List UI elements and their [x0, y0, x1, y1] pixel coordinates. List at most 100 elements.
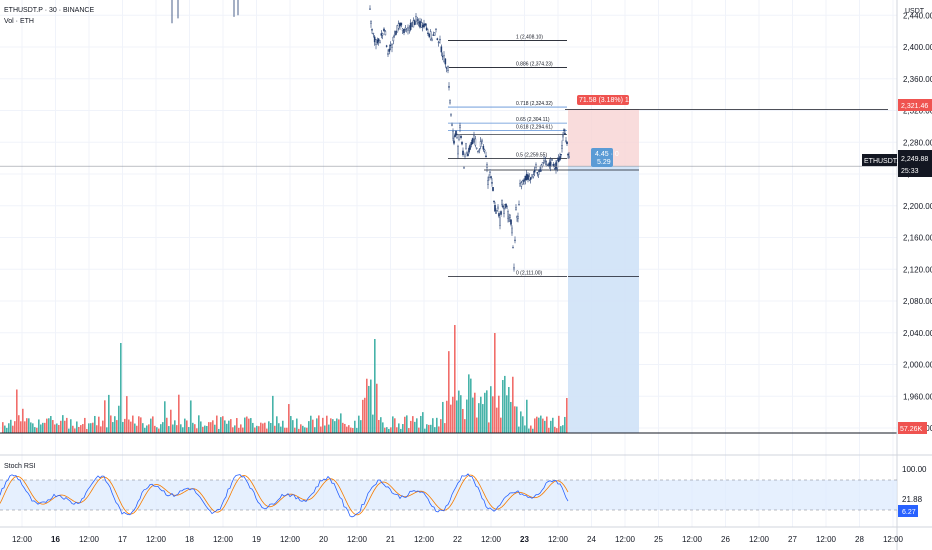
- candle-body: [443, 54, 445, 63]
- candle-body: [417, 22, 420, 24]
- fib-level-label: 0.618 (2,294.61): [516, 125, 553, 131]
- candle-body: [566, 141, 568, 145]
- volume-bar: [170, 409, 172, 433]
- volume-bar: [150, 418, 152, 433]
- take-profit-zone[interactable]: [568, 166, 639, 433]
- volume-bar: [84, 417, 86, 433]
- volume-bar: [220, 417, 222, 433]
- volume-bar: [34, 427, 36, 433]
- volume-bar: [468, 374, 470, 433]
- volume-bar: [250, 418, 252, 433]
- volume-bar: [394, 418, 396, 433]
- price-tick-label: 2,440.00: [903, 11, 932, 20]
- candle-body: [460, 135, 462, 138]
- volume-bar: [524, 425, 526, 433]
- volume-bar: [460, 395, 462, 433]
- volume-bar: [318, 415, 320, 433]
- fib-level-label: 0.886 (2,374.23): [516, 61, 553, 67]
- candle-body: [487, 180, 489, 185]
- volume-bar: [264, 422, 266, 433]
- volume-bar: [240, 424, 242, 433]
- volume-bar: [124, 418, 126, 433]
- candle-body: [465, 143, 467, 149]
- volume-bar: [72, 425, 74, 433]
- candle-body: [408, 28, 411, 31]
- volume-bar: [74, 428, 76, 433]
- time-tick-label: 25: [654, 535, 663, 544]
- candle-body: [510, 219, 512, 225]
- candle-body: [370, 21, 372, 24]
- time-tick-label: 12:00: [12, 535, 33, 544]
- candle-body: [427, 32, 429, 35]
- time-tick-label: 12:00: [414, 535, 435, 544]
- candle-body: [469, 145, 471, 150]
- volume-bar: [476, 417, 478, 433]
- candle-body: [413, 20, 416, 25]
- candle-body: [404, 27, 407, 30]
- candle-body: [557, 157, 560, 162]
- volume-bar: [414, 421, 416, 433]
- volume-badge-value: 57.26K: [900, 426, 923, 433]
- volume-bar: [424, 428, 426, 433]
- volume-bar: [208, 422, 210, 433]
- volume-bar: [350, 427, 352, 433]
- time-tick-label: 19: [252, 535, 261, 544]
- fib-level-label: 0.718 (2,324.32): [516, 101, 553, 107]
- volume-bar: [492, 396, 494, 433]
- countdown-value: 25:33: [901, 168, 919, 175]
- volume-bar: [272, 395, 274, 433]
- volume-bar: [12, 425, 14, 433]
- candle-body: [506, 206, 508, 209]
- volume-bar: [134, 423, 136, 433]
- fib-retracement[interactable]: 1 (2,408.10) 0.886 (2,374.23) 0.718 (2,324…: [448, 35, 888, 277]
- candle-body: [467, 154, 469, 156]
- candle-body: [563, 129, 565, 131]
- volume-bar: [122, 421, 124, 433]
- volume-bar: [292, 420, 294, 433]
- time-tick-label: 21: [386, 535, 395, 544]
- candle-body: [447, 66, 449, 72]
- volume-bar: [514, 406, 516, 433]
- volume-bar: [550, 420, 552, 433]
- volume-bar: [566, 397, 568, 433]
- candle-body: [482, 146, 485, 150]
- volume-pane: [2, 325, 568, 433]
- volume-bar: [428, 424, 430, 433]
- volume-bar: [328, 424, 330, 433]
- time-tick-label: 12:00: [816, 535, 837, 544]
- volume-bar: [140, 417, 142, 433]
- candle-body: [541, 162, 544, 167]
- candle-body: [395, 30, 397, 35]
- volume-bar: [284, 427, 286, 433]
- volume-bar: [210, 422, 212, 433]
- stop-label-text: 71.58 (3.18%) 118600: [579, 97, 648, 104]
- candle-body: [379, 40, 381, 43]
- volume-bar: [260, 422, 262, 433]
- volume-bar: [500, 417, 502, 433]
- volume-bar: [184, 418, 186, 433]
- volume-bar: [16, 389, 18, 433]
- candle-body: [387, 53, 389, 55]
- candle-body: [396, 25, 399, 33]
- volume-bar: [544, 420, 546, 433]
- candle-body: [436, 38, 439, 40]
- price-axis[interactable]: 2,440.002,400.002,360.002,320.002,280.00…: [903, 11, 932, 433]
- volume-bar: [176, 425, 178, 433]
- candle-body: [449, 100, 451, 104]
- volume-bar: [56, 423, 58, 433]
- volume-bar: [38, 419, 40, 433]
- candle-body: [547, 164, 549, 166]
- time-tick-label: 12:00: [615, 535, 636, 544]
- candle-body: [490, 176, 492, 179]
- time-axis[interactable]: 12:00 16 12:00 17 12:00 18 12:00 19 12:00 20 12:00…: [12, 535, 904, 544]
- price-tick-label: 2,280.00: [903, 138, 932, 147]
- volume-bar: [522, 416, 524, 433]
- volume-bar: [496, 407, 498, 433]
- volume-bar: [188, 427, 190, 433]
- candle-body: [519, 183, 521, 187]
- volume-bar: [406, 415, 408, 433]
- candle-body: [543, 160, 545, 163]
- time-tick-label: 18: [185, 535, 194, 544]
- candle-body: [498, 213, 500, 217]
